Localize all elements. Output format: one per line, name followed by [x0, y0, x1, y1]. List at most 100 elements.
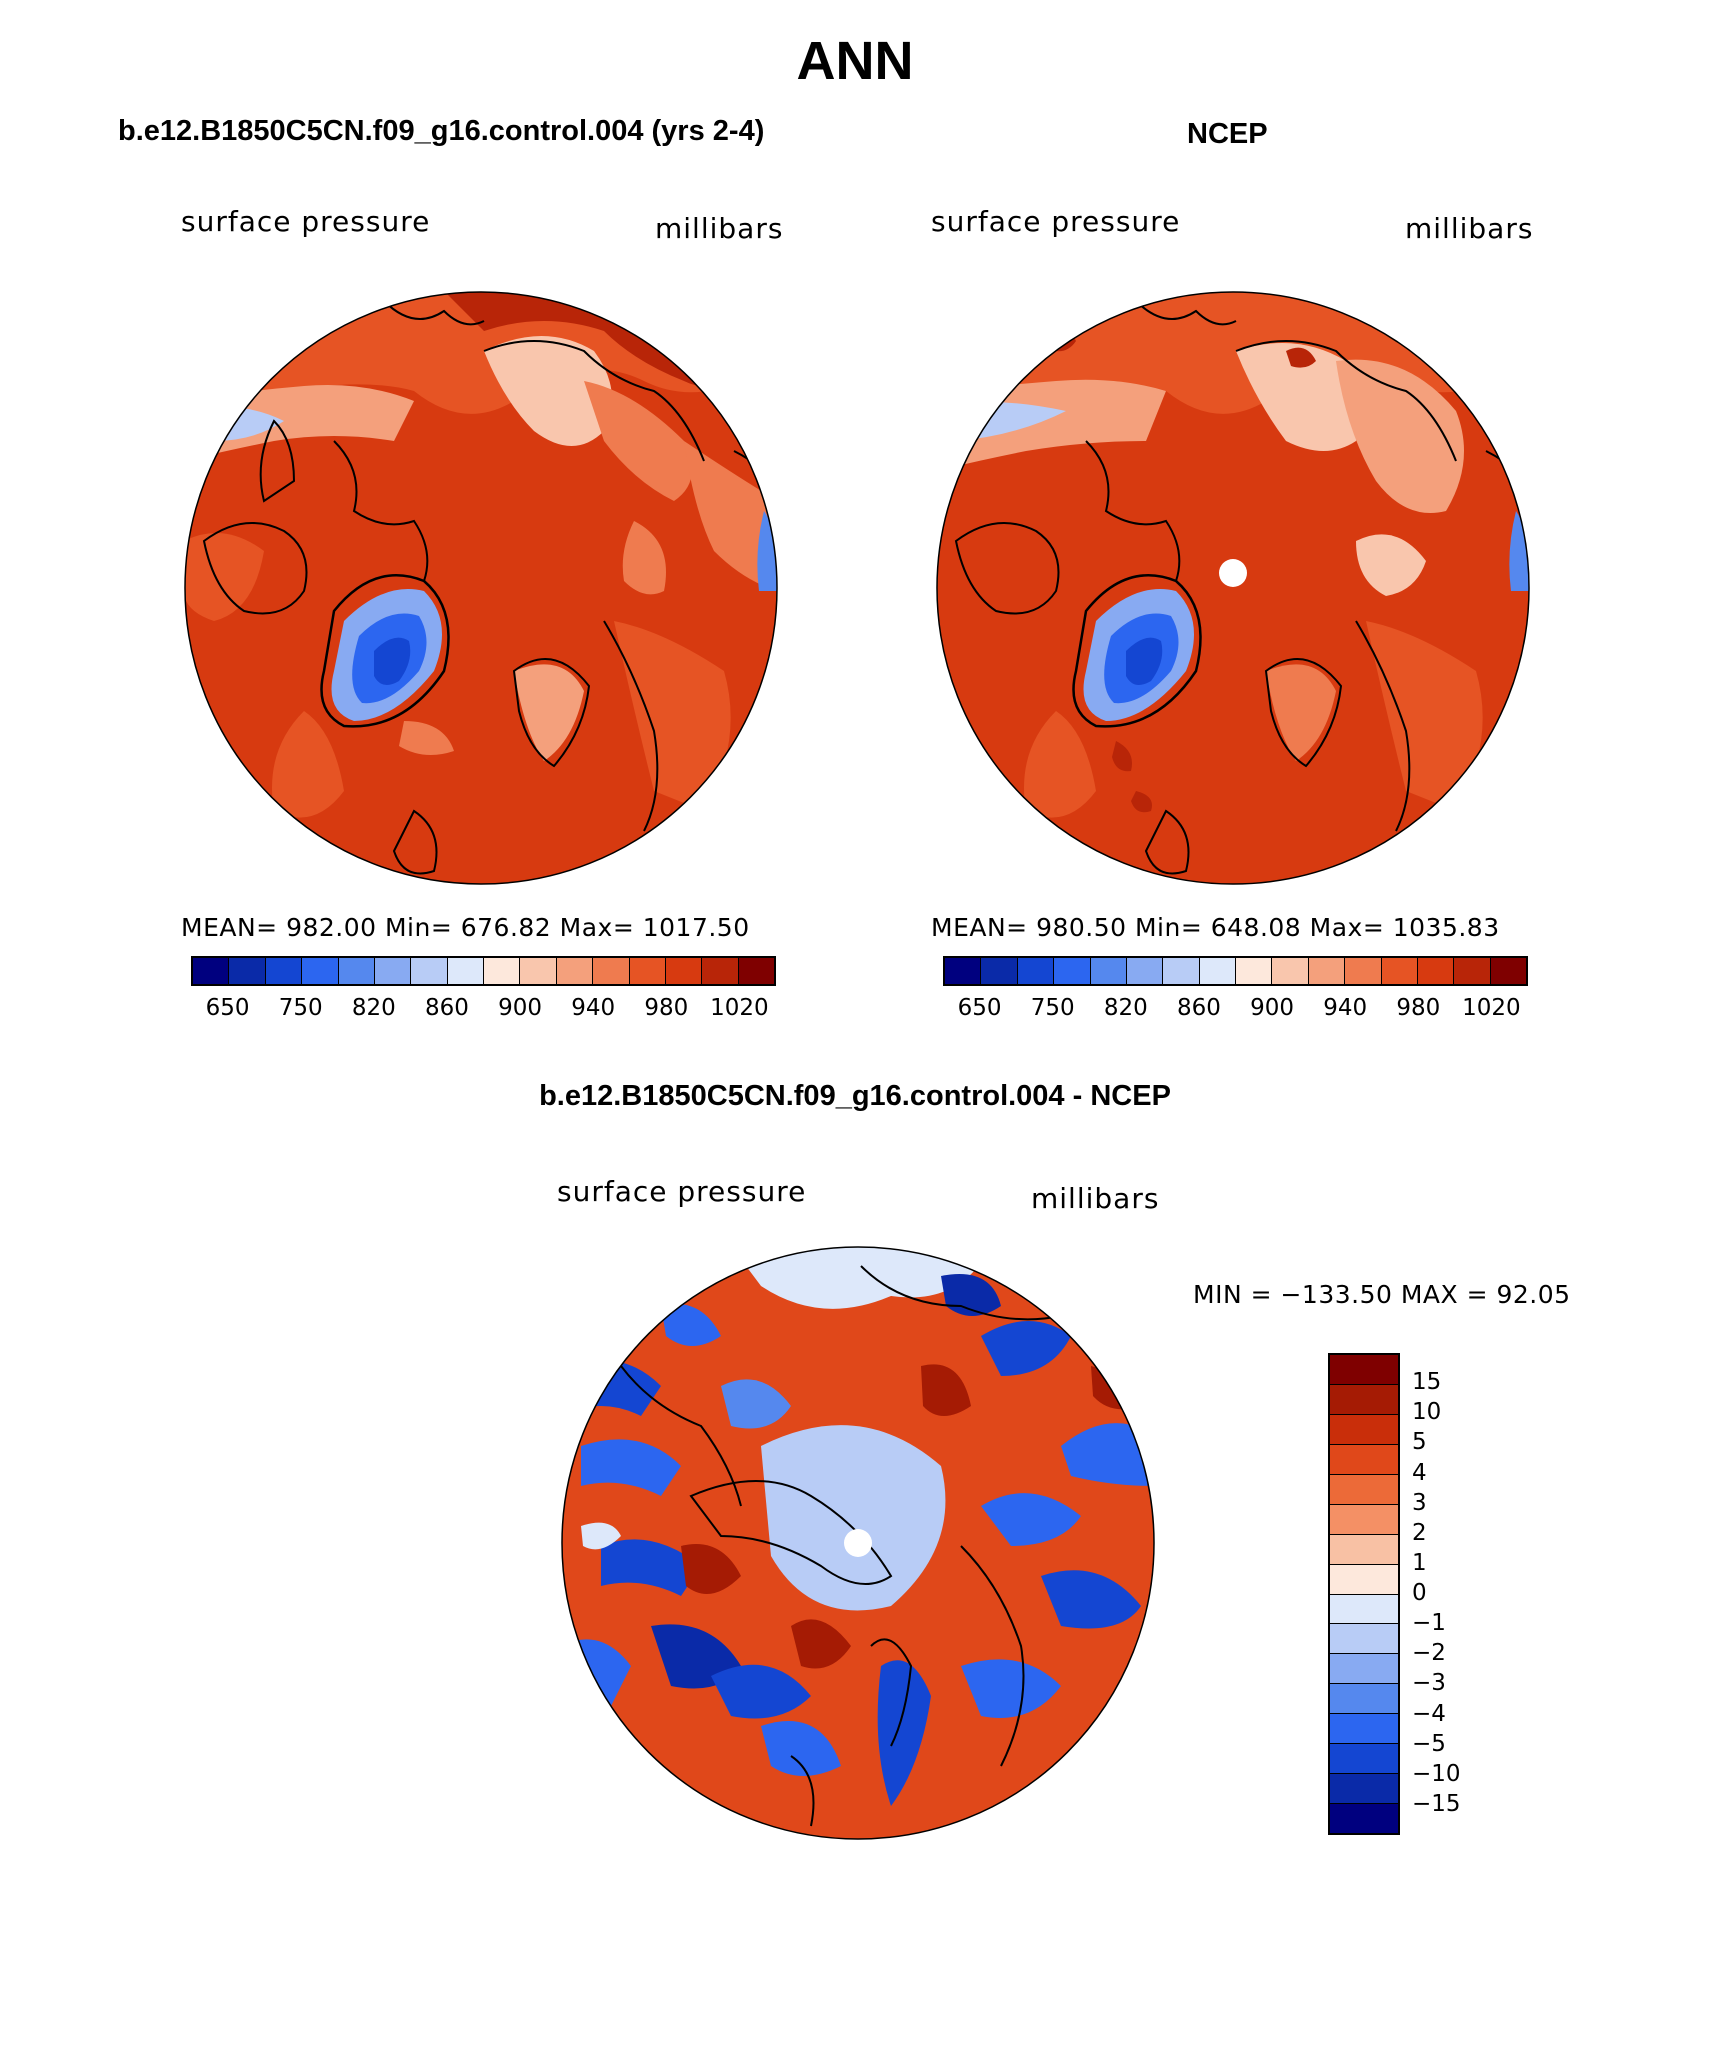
- colorbar-swatch: [193, 958, 230, 984]
- diff-stats: MIN = −133.50 MAX = 92.05: [1193, 1280, 1571, 1309]
- colorbar-tick-label: −5: [1412, 1730, 1446, 1757]
- colorbar-swatch: [629, 958, 666, 984]
- colorbar-swatch: [665, 958, 703, 984]
- colorbar-swatch: [1163, 958, 1200, 984]
- colorbar-tick-label: 980: [644, 995, 689, 1021]
- model-variable-label: surface pressure: [181, 205, 431, 238]
- model-case-title: b.e12.B1850C5CN.f09_g16.control.004 (yrs…: [118, 115, 765, 147]
- model-colorbar: [191, 956, 776, 986]
- colorbar-swatch: [702, 958, 739, 984]
- diff-units-label: millibars: [1031, 1182, 1160, 1215]
- colorbar-swatch: [1330, 1744, 1398, 1775]
- colorbar-swatch: [981, 958, 1018, 984]
- colorbar-swatch: [556, 958, 594, 984]
- colorbar-swatch: [1236, 958, 1273, 984]
- colorbar-swatch: [374, 958, 412, 984]
- colorbar-tick-label: 900: [498, 995, 543, 1021]
- colorbar-swatch: [738, 958, 774, 984]
- colorbar-swatch: [1199, 958, 1236, 984]
- colorbar-tick-label: 820: [1103, 995, 1148, 1021]
- obs-stats: MEAN= 980.50 Min= 648.08 Max= 1035.83: [931, 913, 1500, 942]
- model-colorbar-ticks: 650 750 820 860 900 940 980 1020: [191, 995, 776, 1025]
- pole-missing-marker: [1219, 559, 1247, 587]
- colorbar-swatch: [1330, 1444, 1398, 1475]
- obs-colorbar-ticks: 650 750 820 860 900 940 980 1020: [943, 995, 1528, 1025]
- colorbar-swatch: [1126, 958, 1164, 984]
- colorbar-swatch: [1490, 958, 1526, 984]
- colorbar-swatch: [1090, 958, 1127, 984]
- obs-title: NCEP: [1187, 118, 1268, 150]
- obs-polar-map: [936, 291, 1530, 885]
- colorbar-swatch: [265, 958, 303, 984]
- colorbar-swatch: [520, 958, 557, 984]
- diff-polar-map: [561, 1246, 1155, 1840]
- colorbar-tick-label: 3: [1412, 1489, 1427, 1516]
- colorbar-tick-label: 1020: [1462, 995, 1521, 1021]
- colorbar-swatch: [1330, 1774, 1398, 1805]
- pole-missing-marker-diff: [844, 1529, 872, 1557]
- obs-colorbar: [943, 956, 1528, 986]
- colorbar-swatch: [1330, 1564, 1398, 1595]
- colorbar-swatch: [1330, 1714, 1398, 1745]
- colorbar-tick-label: 15: [1412, 1369, 1442, 1396]
- colorbar-swatch: [338, 958, 375, 984]
- colorbar-tick-label: 900: [1250, 995, 1295, 1021]
- colorbar-tick-label: −4: [1412, 1700, 1446, 1727]
- model-stats: MEAN= 982.00 Min= 676.82 Max= 1017.50: [181, 913, 750, 942]
- colorbar-swatch: [1330, 1534, 1398, 1565]
- colorbar-swatch: [1330, 1504, 1398, 1535]
- colorbar-swatch: [1417, 958, 1455, 984]
- colorbar-swatch: [1330, 1414, 1398, 1445]
- colorbar-tick-label: −10: [1412, 1760, 1461, 1787]
- colorbar-tick-label: −2: [1412, 1640, 1446, 1667]
- diff-colorbar: [1328, 1353, 1400, 1835]
- colorbar-tick-label: 650: [205, 995, 250, 1021]
- colorbar-swatch: [229, 958, 266, 984]
- colorbar-swatch: [1454, 958, 1491, 984]
- colorbar-swatch: [1330, 1474, 1398, 1505]
- page-title: ANN: [796, 31, 914, 91]
- model-polar-map: [184, 291, 778, 885]
- colorbar-tick-label: 820: [351, 995, 396, 1021]
- colorbar-swatch: [447, 958, 484, 984]
- colorbar-tick-label: 0: [1412, 1580, 1427, 1606]
- colorbar-tick-label: 940: [571, 995, 616, 1021]
- diff-title: b.e12.B1850C5CN.f09_g16.control.004 - NC…: [539, 1080, 1171, 1112]
- colorbar-swatch: [1381, 958, 1418, 984]
- colorbar-swatch: [945, 958, 982, 984]
- colorbar-swatch: [1330, 1684, 1398, 1715]
- colorbar-swatch: [1330, 1355, 1398, 1385]
- colorbar-swatch: [1330, 1804, 1398, 1833]
- colorbar-swatch: [1330, 1384, 1398, 1415]
- colorbar-tick-label: 10: [1412, 1399, 1442, 1426]
- colorbar-tick-label: 5: [1412, 1429, 1427, 1456]
- colorbar-tick-label: −1: [1412, 1610, 1446, 1637]
- colorbar-swatch: [1017, 958, 1055, 984]
- model-units-label: millibars: [655, 212, 784, 245]
- colorbar-tick-label: 860: [1176, 995, 1221, 1021]
- colorbar-tick-label: −15: [1412, 1790, 1461, 1817]
- colorbar-tick-label: 750: [278, 995, 323, 1021]
- colorbar-tick-label: 650: [957, 995, 1002, 1021]
- colorbar-swatch: [1054, 958, 1091, 984]
- colorbar-tick-label: 4: [1412, 1459, 1427, 1486]
- colorbar-tick-label: 1: [1412, 1549, 1427, 1576]
- colorbar-tick-label: 750: [1030, 995, 1075, 1021]
- colorbar-swatch: [593, 958, 630, 984]
- colorbar-swatch: [1308, 958, 1346, 984]
- colorbar-swatch: [1330, 1624, 1398, 1655]
- colorbar-swatch: [484, 958, 521, 984]
- obs-variable-label: surface pressure: [931, 205, 1181, 238]
- colorbar-tick-label: 1020: [710, 995, 769, 1021]
- diff-variable-label: surface pressure: [557, 1175, 807, 1208]
- colorbar-swatch: [1272, 958, 1309, 984]
- colorbar-tick-label: 2: [1412, 1519, 1427, 1546]
- colorbar-swatch: [1330, 1594, 1398, 1625]
- colorbar-tick-label: 980: [1396, 995, 1441, 1021]
- diff-colorbar-ticks: 15 10 5 4 3 2 1 0 −1 −2 −3 −4 −5 −10 −15: [1412, 1353, 1532, 1835]
- colorbar-swatch: [1330, 1654, 1398, 1685]
- colorbar-tick-label: 940: [1323, 995, 1368, 1021]
- colorbar-swatch: [302, 958, 339, 984]
- colorbar-tick-label: 860: [424, 995, 469, 1021]
- obs-units-label: millibars: [1405, 212, 1534, 245]
